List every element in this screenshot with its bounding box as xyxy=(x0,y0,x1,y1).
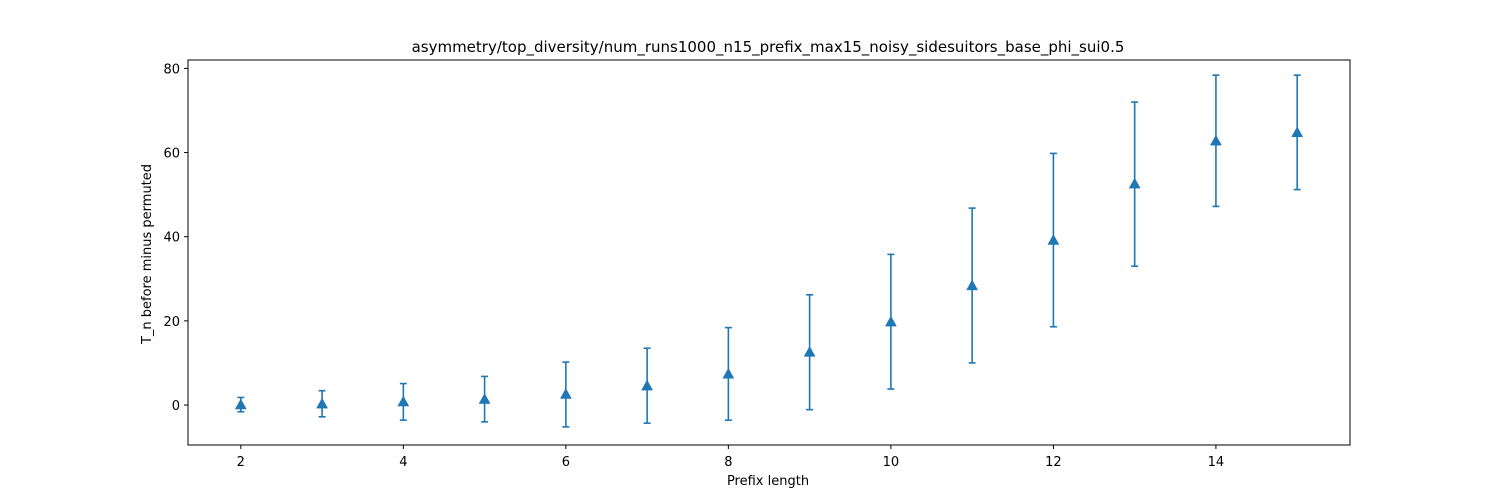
y-tick-label: 20 xyxy=(163,315,180,330)
plot-area: 2 4 6 8 10 12 14 0 20 40 60 80 xyxy=(163,59,1351,470)
data-point-marker xyxy=(1128,177,1141,189)
y-axis-title: T_n before minus permuted xyxy=(140,164,155,345)
y-tick-label: 80 xyxy=(163,62,180,77)
x-tick-label: 2 xyxy=(237,455,245,470)
data-point-marker xyxy=(478,393,491,404)
x-tick-label: 8 xyxy=(724,455,732,470)
x-tick-label: 12 xyxy=(1045,455,1062,470)
data-point-marker xyxy=(1209,134,1222,146)
x-tick-label: 6 xyxy=(562,455,570,470)
y-tick-label: 60 xyxy=(163,147,180,162)
data-point-marker xyxy=(884,315,897,327)
data-point-marker xyxy=(559,388,572,399)
plot-frame xyxy=(187,59,1351,446)
x-tick-label: 10 xyxy=(883,455,900,470)
data-point-marker xyxy=(234,398,247,410)
data-point-marker xyxy=(316,397,329,409)
data-point-marker xyxy=(803,345,816,357)
x-tick-label: 14 xyxy=(1208,455,1225,470)
y-tick-label: 40 xyxy=(163,231,180,246)
x-tick-label: 4 xyxy=(399,455,407,470)
y-tick-label: 0 xyxy=(172,399,180,414)
data-point-marker xyxy=(1291,126,1304,138)
data-point-marker xyxy=(397,395,410,407)
chart-title: asymmetry/top_diversity/num_runs1000_n15… xyxy=(412,38,1125,57)
data-point-marker xyxy=(722,367,735,379)
x-axis-title: Prefix length xyxy=(727,474,809,489)
data-point-marker xyxy=(966,279,979,291)
data-point-marker xyxy=(641,379,654,391)
data-point-marker xyxy=(1047,234,1060,245)
